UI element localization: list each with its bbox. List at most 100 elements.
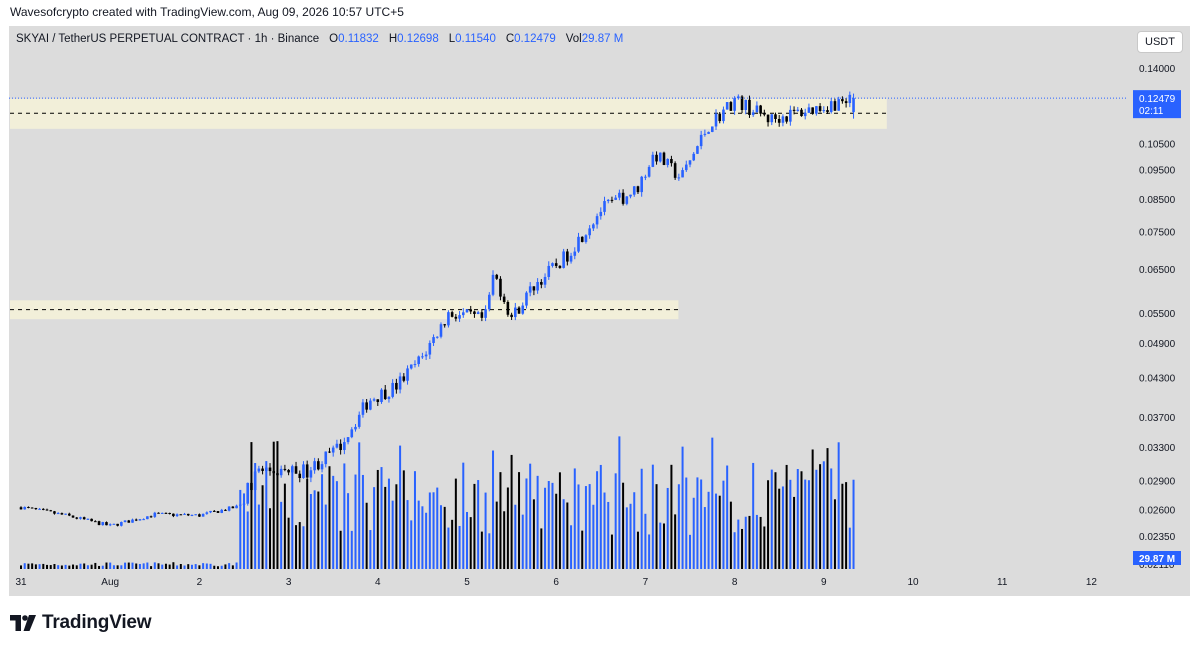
- volume-bar: [339, 530, 342, 569]
- volume-bar: [558, 472, 561, 569]
- candle-body: [361, 402, 365, 415]
- currency-button[interactable]: USDT: [1137, 31, 1183, 53]
- volume-bar: [521, 514, 524, 569]
- candle-body: [265, 467, 268, 471]
- volume-bar: [428, 492, 431, 569]
- volume-bar: [317, 491, 320, 569]
- candle-body: [343, 442, 346, 451]
- candle-body: [837, 99, 840, 111]
- candle-body: [461, 312, 465, 316]
- candle-body: [506, 302, 510, 315]
- volume-bar: [90, 564, 93, 569]
- volume-bar: [755, 514, 758, 569]
- volume-bar: [332, 475, 335, 569]
- candle-body: [283, 468, 287, 470]
- volume-bar: [815, 469, 818, 569]
- candle-body: [573, 251, 577, 256]
- candle-body: [454, 316, 458, 319]
- volume-bar: [72, 564, 75, 569]
- time-tick-label: 11: [997, 577, 1008, 588]
- candle-body: [86, 518, 90, 520]
- volume-bar: [328, 466, 331, 569]
- volume-bar: [402, 470, 405, 569]
- candle-layer: [19, 91, 855, 527]
- price-tick-label: 0.04900: [1139, 339, 1176, 350]
- time-tick-label: 9: [821, 577, 827, 588]
- volume-bar: [458, 525, 461, 569]
- candle-body: [357, 414, 361, 427]
- volume-bar: [161, 564, 164, 569]
- volume-bar: [98, 565, 101, 569]
- volume-bar: [354, 474, 357, 569]
- candle-body: [484, 309, 487, 318]
- time-tick-label: 7: [643, 577, 649, 588]
- candle-body: [164, 512, 168, 514]
- volume-bar: [610, 534, 613, 569]
- candle-body: [365, 402, 368, 410]
- candle-body: [525, 292, 528, 306]
- candle-body: [268, 467, 272, 472]
- candle-body: [748, 99, 751, 115]
- time-tick-label: Aug: [101, 577, 119, 588]
- candle-body: [476, 312, 480, 314]
- candle-body: [480, 312, 484, 318]
- candle-body: [64, 513, 67, 515]
- candle-body: [744, 99, 748, 110]
- candle-body: [23, 506, 27, 510]
- volume-bar: [707, 491, 710, 569]
- time-tick-label: 3: [286, 577, 292, 588]
- candle-body: [614, 197, 617, 200]
- price-tick-label: 0.05500: [1139, 309, 1176, 320]
- volume-bar: [179, 564, 182, 569]
- volume-bar: [131, 562, 134, 569]
- candle-body: [149, 516, 153, 518]
- volume-bar: [254, 463, 257, 569]
- volume-bar: [570, 525, 573, 569]
- volume-bar: [674, 514, 677, 569]
- candle-body: [781, 116, 785, 123]
- volume-bar: [235, 562, 238, 569]
- candle-body: [699, 134, 703, 147]
- tradingview-logo[interactable]: TradingView: [10, 612, 152, 634]
- volume-bar: [659, 522, 662, 569]
- volume-bar: [53, 564, 56, 569]
- volume-bar: [421, 506, 424, 569]
- candle-body: [703, 133, 707, 135]
- candle-body: [212, 510, 216, 512]
- candle-body: [424, 354, 428, 357]
- volume-bar: [763, 526, 766, 569]
- candle-body: [131, 519, 134, 523]
- volume-bar: [492, 450, 495, 569]
- candle-body: [235, 505, 238, 509]
- price-chart[interactable]: 0.14000 0.10500 0.09500 0.08500 0.07500 0.065…: [0, 0, 1200, 600]
- volume-bar: [153, 562, 156, 569]
- candle-body: [227, 506, 231, 511]
- low-value: 0.11540: [455, 33, 496, 45]
- candle-body: [432, 337, 435, 343]
- candle-body: [402, 376, 406, 381]
- volume-bar: [391, 500, 394, 569]
- candle-body: [90, 518, 93, 522]
- candle-body: [120, 522, 123, 526]
- volume-bar: [767, 480, 770, 569]
- volume-bar: [79, 563, 82, 569]
- volume-bar: [306, 478, 309, 569]
- volume-bar: [198, 565, 201, 569]
- volume-bar: [164, 563, 167, 569]
- volume-bar: [677, 484, 680, 569]
- candle-body: [588, 228, 591, 236]
- candle-body: [458, 315, 461, 319]
- candle-body: [60, 513, 64, 515]
- volume-bar: [176, 565, 179, 569]
- candle-body: [450, 312, 454, 317]
- candle-body: [621, 192, 625, 204]
- volume-bar: [261, 485, 264, 569]
- volume-label: Vol: [565, 33, 582, 45]
- candle-body: [833, 101, 837, 111]
- volume-bar: [417, 500, 420, 569]
- volume-badge-value: 29.87 M: [1139, 554, 1175, 565]
- candle-body: [844, 101, 848, 104]
- candle-body: [231, 506, 235, 509]
- candle-body: [692, 153, 696, 161]
- candle-body: [569, 255, 573, 262]
